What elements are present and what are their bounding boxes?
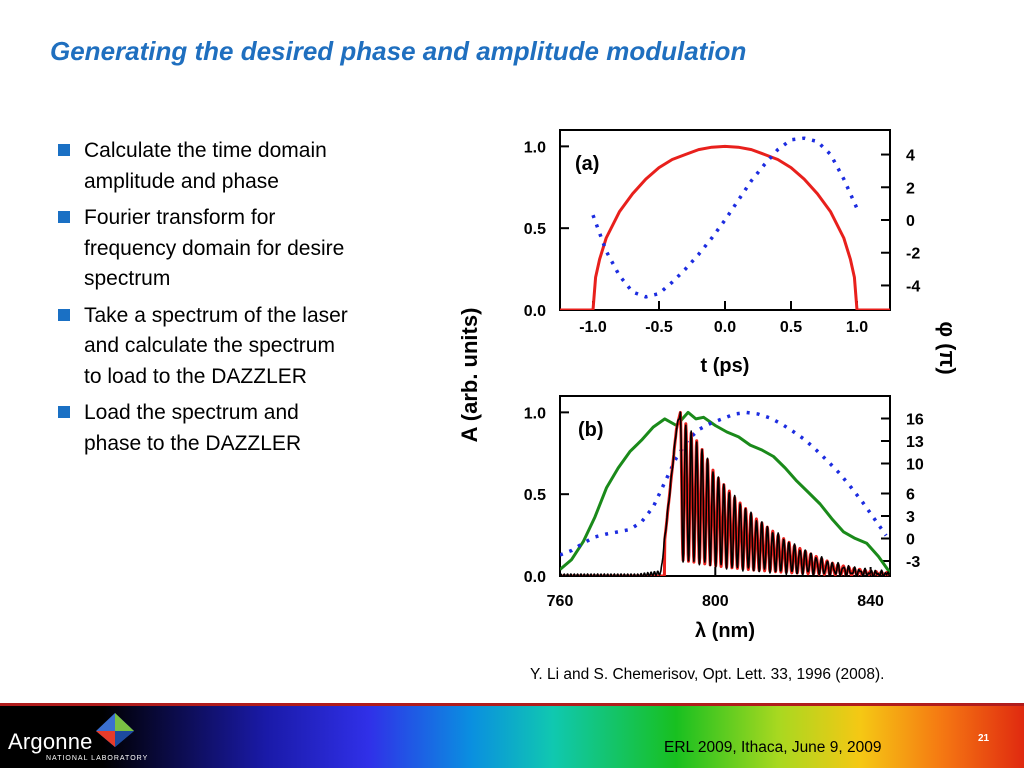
- y2-tick-label: 16: [906, 412, 924, 429]
- x-tick-label: 1.0: [846, 319, 868, 336]
- argonne-logo-icon: [96, 713, 134, 747]
- x-tick-label: 800: [702, 593, 729, 610]
- bullet-item: Load the spectrum and phase to the DAZZL…: [56, 398, 356, 459]
- plot-frame: [559, 395, 891, 577]
- bullet-text: Calculate the time domain amplitude and …: [84, 139, 327, 193]
- bullet-text: Fourier transform for frequency domain f…: [84, 206, 345, 290]
- x-axis-label: λ (nm): [695, 620, 755, 642]
- square-bullet-icon: [58, 211, 70, 223]
- citation: Y. Li and S. Chemerisov, Opt. Lett. 33, …: [530, 666, 885, 683]
- y2-tick-label: 13: [906, 434, 924, 451]
- series-phase-line: [591, 136, 859, 299]
- y2-tick-label: -2: [906, 246, 920, 263]
- panel-label: (b): [578, 419, 604, 441]
- y2-tick-label: 2: [906, 180, 915, 197]
- bullet-text: Take a spectrum of the laser and calcula…: [84, 303, 348, 388]
- bullet-list: Calculate the time domain amplitude and …: [56, 136, 356, 465]
- footer-divider: [0, 703, 1024, 706]
- event-label: ERL 2009, Ithaca, June 9, 2009: [664, 739, 882, 756]
- plot-frame: [559, 129, 891, 311]
- bullet-item: Fourier transform for frequency domain f…: [56, 203, 356, 295]
- page-number: 21: [978, 733, 990, 744]
- series-phase-line: [560, 410, 888, 557]
- y2-tick-label: 0: [906, 532, 915, 549]
- y2-tick-label: -4: [906, 278, 920, 295]
- shared-y-axis-label: A (arb. units): [457, 308, 482, 443]
- argonne-logo-subtext: NATIONAL LABORATORY: [46, 755, 149, 762]
- x-tick-label: 760: [547, 593, 574, 610]
- y2-tick-label: 10: [906, 457, 924, 474]
- series-amplitude-line: [560, 144, 890, 310]
- footer-bar: Argonne NATIONAL LABORATORY 21: [0, 703, 1024, 768]
- square-bullet-icon: [58, 144, 70, 156]
- y-tick-label: 0.0: [524, 303, 546, 320]
- x-tick-label: -1.0: [579, 319, 607, 336]
- argonne-logo-text: Argonne: [8, 729, 93, 754]
- x-tick-label: 0.0: [714, 319, 736, 336]
- bullet-item: Take a spectrum of the laser and calcula…: [56, 301, 356, 393]
- shared-y2-axis-label: φ (π): [935, 321, 960, 374]
- y2-tick-label: 3: [906, 509, 915, 526]
- x-axis-label: t (ps): [701, 355, 750, 377]
- series-laser-line: [560, 410, 890, 574]
- y-tick-label: 0.5: [524, 487, 546, 504]
- x-tick-label: 840: [857, 593, 884, 610]
- y2-tick-label: 0: [906, 213, 915, 230]
- x-tick-label: -0.5: [645, 319, 673, 336]
- square-bullet-icon: [58, 406, 70, 418]
- slide-title: Generating the desired phase and amplitu…: [50, 36, 747, 66]
- figure-svg: A (arb. units) φ (π) 1.0 0.5 0.0 4 2 0 -2 -4 -1.…: [457, 129, 960, 642]
- y2-tick-label: -3: [906, 554, 920, 571]
- figure: A (arb. units) φ (π) 1.0 0.5 0.0 4 2 0 -2 -4 -1.…: [430, 100, 1020, 660]
- y-tick-label: 0.5: [524, 221, 546, 238]
- x-tick-label: 0.5: [780, 319, 802, 336]
- y-tick-label: 1.0: [524, 405, 546, 422]
- y-tick-label: 0.0: [524, 569, 546, 586]
- y2-tick-label: 6: [906, 487, 915, 504]
- y2-tick-label: 4: [906, 148, 915, 165]
- y-tick-label: 1.0: [524, 139, 546, 156]
- series-measured-line: [560, 411, 890, 576]
- square-bullet-icon: [58, 308, 70, 321]
- bullet-text: Load the spectrum and phase to the DAZZL…: [84, 401, 302, 455]
- panel-label: (a): [575, 153, 599, 175]
- bullet-item: Calculate the time domain amplitude and …: [56, 136, 356, 197]
